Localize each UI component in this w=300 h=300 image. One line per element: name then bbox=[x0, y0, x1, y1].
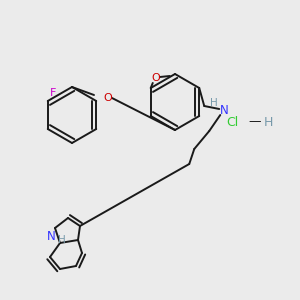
Text: F: F bbox=[50, 88, 56, 98]
Text: N: N bbox=[46, 230, 56, 244]
Text: H: H bbox=[210, 98, 218, 108]
Text: O: O bbox=[103, 93, 112, 103]
Text: O: O bbox=[152, 73, 160, 83]
Text: H: H bbox=[263, 116, 273, 128]
Text: H: H bbox=[58, 235, 66, 245]
Text: N: N bbox=[220, 104, 229, 118]
Text: Cl: Cl bbox=[226, 116, 238, 128]
Text: —: — bbox=[249, 116, 261, 128]
